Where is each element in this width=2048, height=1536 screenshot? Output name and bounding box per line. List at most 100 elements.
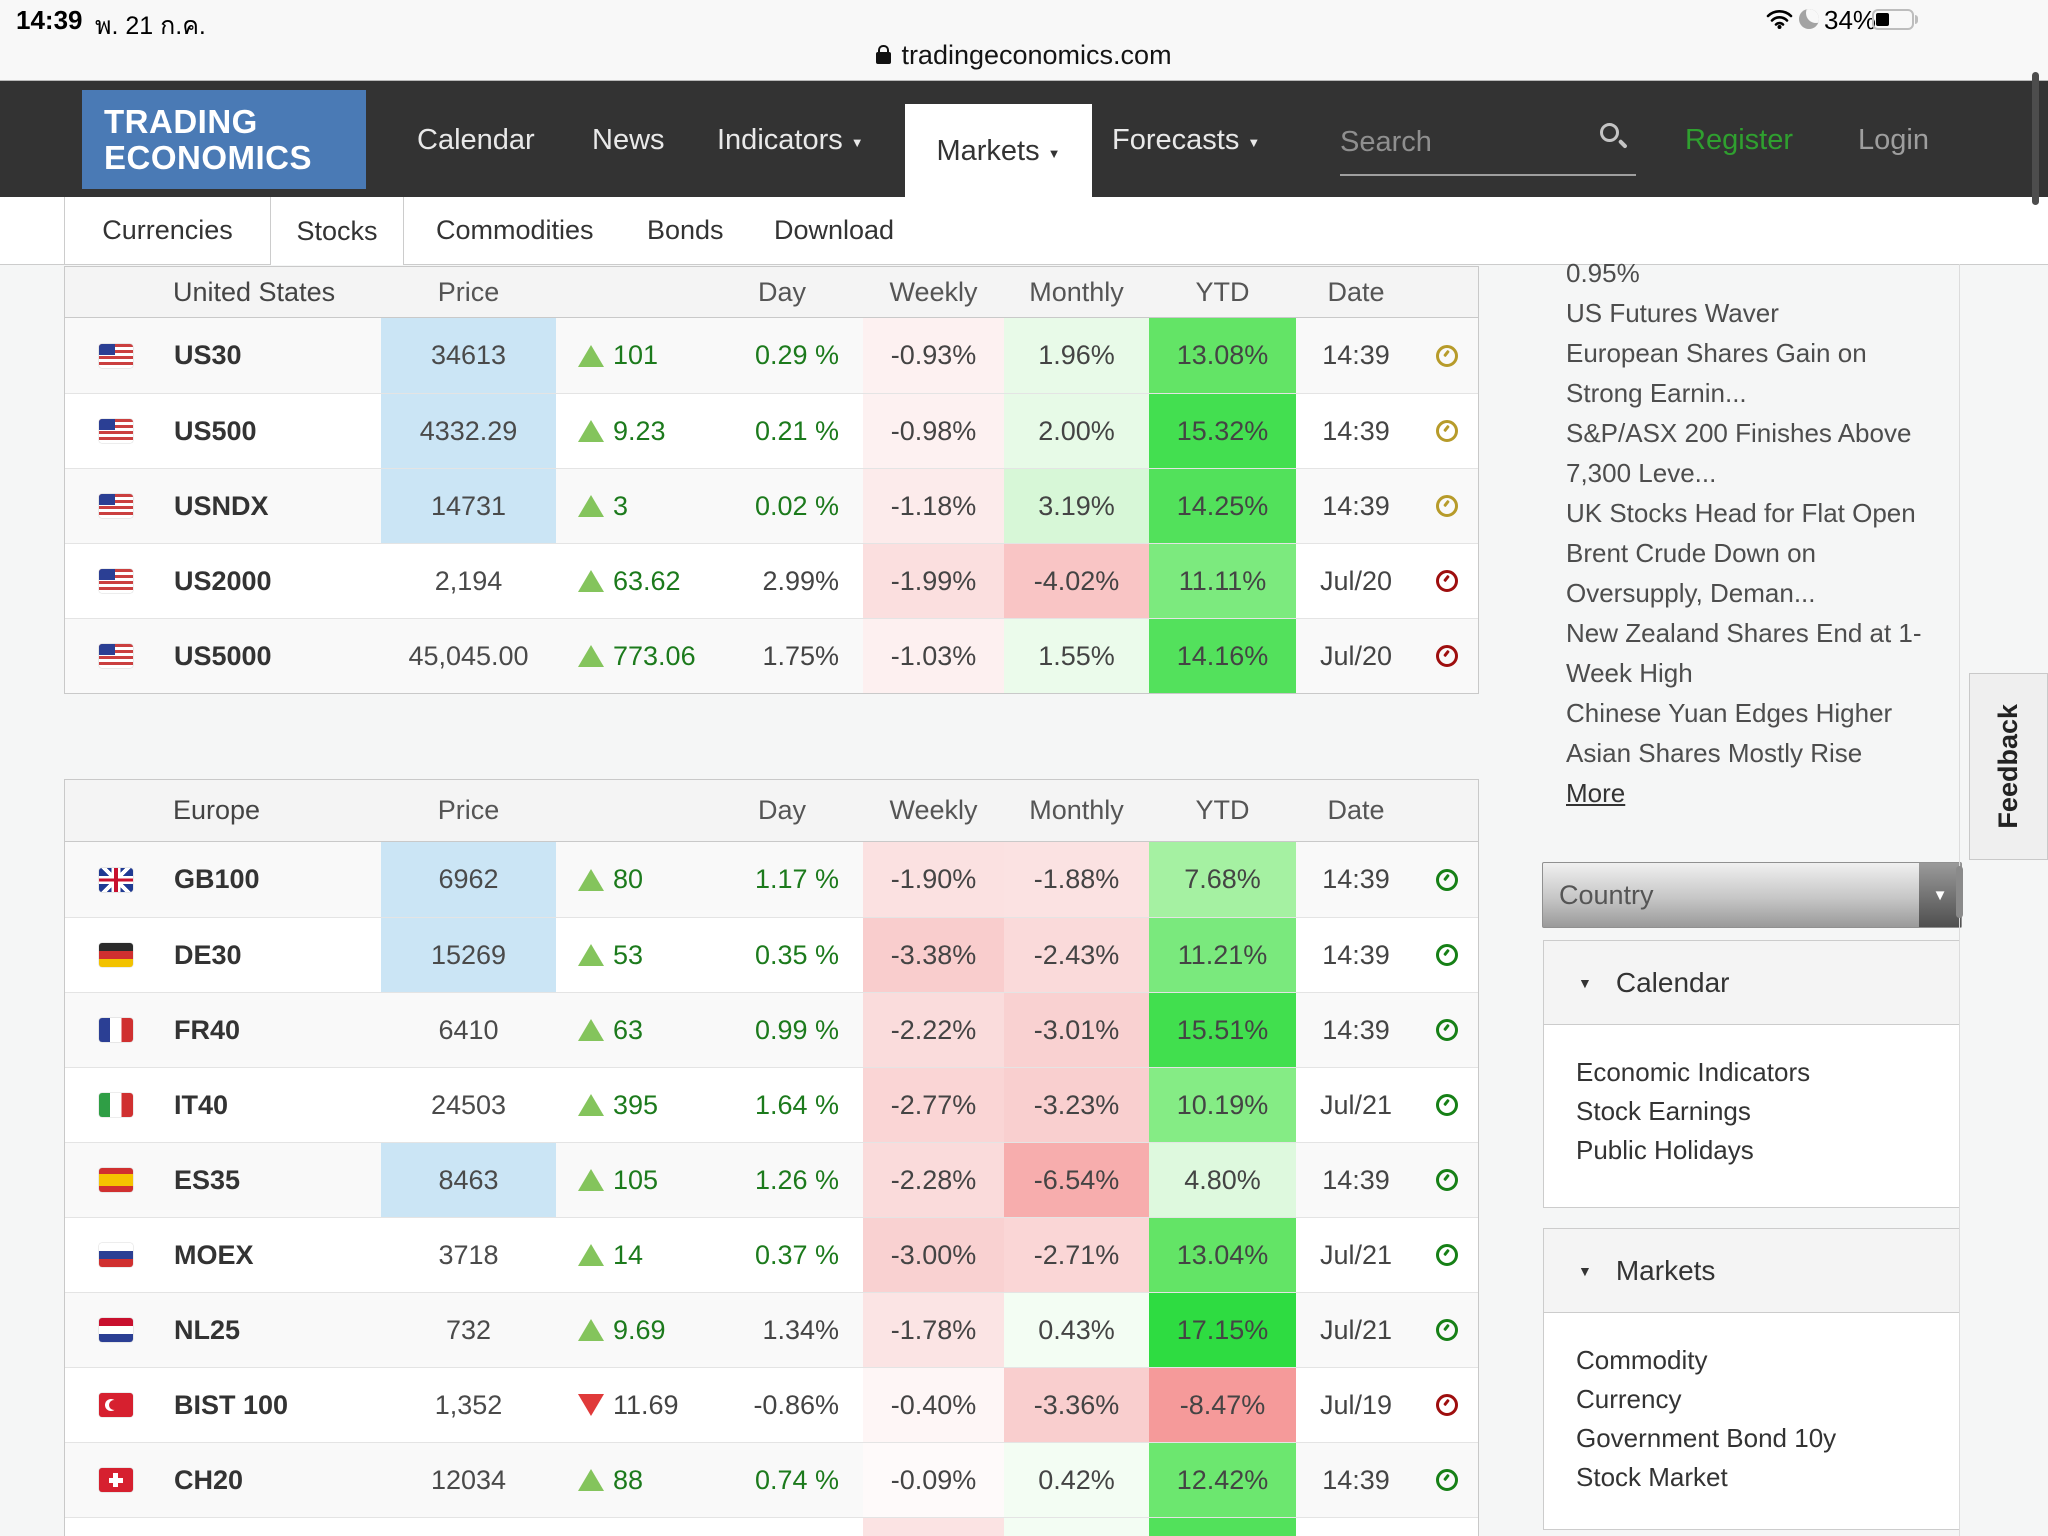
sidebar-link[interactable]: Public Holidays xyxy=(1576,1135,1754,1165)
column-header: Day xyxy=(757,795,806,825)
index-name[interactable]: CH20 xyxy=(174,1464,244,1495)
table-row[interactable]: US500 4332.29 9.23 0.21 % -0.98% 2.00% 15.32% 1… xyxy=(65,393,1478,468)
nav-calendar[interactable]: Calendar xyxy=(417,123,535,156)
index-name[interactable]: US2000 xyxy=(174,565,272,596)
search-input[interactable] xyxy=(1340,118,1590,166)
weekly-cell: -2.28% xyxy=(863,1143,1004,1217)
table-row[interactable]: US2000 2,194 63.62 2.99% -1.99% -4.02% 11.11% J… xyxy=(65,543,1478,618)
table-row[interactable]: USNDX 14731 3 0.02 % -1.18% 3.19% 14.25% 14:39 xyxy=(65,468,1478,543)
index-name[interactable]: US30 xyxy=(174,340,242,370)
login-link[interactable]: Login xyxy=(1858,123,1929,156)
change-cell: 773.06 xyxy=(556,619,701,693)
price-cell xyxy=(381,1518,556,1536)
table-row[interactable]: CH20 12034 88 0.74 % -0.09% 0.42% 12.42% 14:39 xyxy=(65,1442,1478,1517)
monthly-cell: -1.88% xyxy=(1004,842,1149,917)
calendar-panel-header[interactable]: ▼ Calendar xyxy=(1544,941,1959,1025)
clock-icon xyxy=(1436,1469,1458,1491)
day-cell: 0.29 % xyxy=(754,340,839,370)
tab-currencies[interactable]: Currencies xyxy=(64,197,270,264)
table-row[interactable]: NL25 732 9.69 1.34% -1.78% 0.43% 17.15% Jul/21 xyxy=(65,1292,1478,1367)
table-row[interactable]: IT40 24503 395 1.64 % -2.77% -3.23% 10.19% Jul/… xyxy=(65,1067,1478,1142)
news-more-link[interactable]: More xyxy=(1566,778,1626,808)
triangle-up-icon xyxy=(578,495,604,517)
weekly-cell xyxy=(863,1518,1004,1536)
table-row[interactable] xyxy=(65,1517,1478,1536)
news-headline[interactable]: 0.95% xyxy=(1566,253,1958,293)
feedback-tab[interactable]: Feedback xyxy=(1969,673,2048,860)
sidebar-scrollbar-thumb[interactable] xyxy=(1956,866,1963,918)
index-name[interactable]: NL25 xyxy=(174,1314,241,1345)
table-row[interactable]: US5000 45,045.00 773.06 1.75% -1.03% 1.55% 14.… xyxy=(65,618,1478,693)
trading-economics-logo[interactable]: TRADING ECONOMICS xyxy=(82,90,366,189)
table-row[interactable]: BIST 100 1,352 11.69 -0.86% -0.40% -3.36% -8.4… xyxy=(65,1367,1478,1442)
table-row[interactable]: US30 34613 101 0.29 % -0.93% 1.96% 13.08% 14:39 xyxy=(65,318,1478,393)
tab-download[interactable]: Download xyxy=(774,215,895,245)
flag-tr-icon xyxy=(98,1393,133,1417)
news-headline[interactable]: European Shares Gain on Strong Earnin... xyxy=(1566,333,1958,413)
sidebar-link[interactable]: Economic Indicators xyxy=(1576,1057,1811,1087)
table-header-row: United States Price Day Weekly Monthly YTD Dat… xyxy=(65,267,1478,318)
chevron-down-icon: ▼ xyxy=(850,134,864,150)
ytd-cell: 12.42% xyxy=(1149,1443,1296,1517)
index-name[interactable]: MOEX xyxy=(174,1239,254,1270)
date-cell: Jul/19 xyxy=(1319,1389,1393,1420)
table-title: Europe xyxy=(173,795,261,825)
table-row[interactable]: FR40 6410 63 0.99 % -2.22% -3.01% 15.51% 14:39 xyxy=(65,992,1478,1067)
search-icon[interactable] xyxy=(1600,123,1619,142)
index-name[interactable]: DE30 xyxy=(174,939,242,970)
table-row[interactable]: DE30 15269 53 0.35 % -3.38% -2.43% 11.21% 14:39 xyxy=(65,917,1478,992)
sidebar-link[interactable]: Currency xyxy=(1576,1384,1682,1414)
tab-stocks[interactable]: Stocks xyxy=(270,197,404,265)
triangle-up-icon xyxy=(578,645,604,667)
nav-markets-active[interactable]: Markets ▼ xyxy=(905,104,1092,198)
change-value: 14 xyxy=(613,1239,644,1270)
nav-indicators[interactable]: Indicators ▼ xyxy=(717,123,864,156)
index-name[interactable] xyxy=(166,1518,381,1536)
tab-commodities[interactable]: Commodities xyxy=(436,215,594,245)
sidebar-link[interactable]: Stock Earnings xyxy=(1576,1096,1751,1126)
date-cell: 14:39 xyxy=(1322,939,1390,970)
change-cell: 105 xyxy=(556,1143,701,1217)
country-dropdown[interactable]: Country ▼ xyxy=(1542,862,1962,928)
index-name[interactable]: US500 xyxy=(174,415,257,446)
nav-news[interactable]: News xyxy=(592,123,665,156)
news-headline[interactable]: Chinese Yuan Edges Higher xyxy=(1566,693,1958,733)
clock-icon xyxy=(1436,1244,1458,1266)
news-headline[interactable]: UK Stocks Head for Flat Open xyxy=(1566,493,1958,533)
news-headline-line: New Zealand Shares End at 1- xyxy=(1566,618,1922,648)
table-row[interactable]: ES35 8463 105 1.26 % -2.28% -6.54% 4.80% 14:39 xyxy=(65,1142,1478,1217)
monthly-cell: -3.01% xyxy=(1004,993,1149,1067)
price-cell: 6410 xyxy=(438,1014,499,1045)
table-row[interactable]: GB100 6962 80 1.17 % -1.90% -1.88% 7.68% 14:39 xyxy=(65,842,1478,917)
index-name[interactable]: ES35 xyxy=(174,1164,241,1195)
register-link[interactable]: Register xyxy=(1685,123,1793,156)
tab-bonds[interactable]: Bonds xyxy=(647,215,724,245)
change-value: 63.62 xyxy=(613,565,681,596)
sidebar-link[interactable]: Government Bond 10y xyxy=(1576,1423,1837,1453)
index-name[interactable]: USNDX xyxy=(174,490,269,521)
markets-panel-header[interactable]: ▼ Markets xyxy=(1544,1229,1959,1313)
index-name[interactable]: GB100 xyxy=(174,864,260,894)
clock-icon xyxy=(1436,1094,1458,1116)
change-cell: 14 xyxy=(556,1218,701,1292)
news-headline[interactable]: New Zealand Shares End at 1- Week High xyxy=(1566,613,1958,693)
sidebar-link[interactable]: Stock Market xyxy=(1576,1462,1728,1492)
page-scrollbar-thumb[interactable] xyxy=(2032,72,2039,205)
news-headline[interactable]: S&P/ASX 200 Finishes Above 7,300 Leve... xyxy=(1566,413,1958,493)
index-name[interactable]: FR40 xyxy=(174,1014,241,1045)
news-headline[interactable]: Brent Crude Down on Oversupply, Deman... xyxy=(1566,533,1958,613)
monthly-cell: -4.02% xyxy=(1004,544,1149,618)
table-row[interactable]: MOEX 3718 14 0.37 % -3.00% -2.71% 13.04% Jul/21 xyxy=(65,1217,1478,1292)
sidebar-link[interactable]: Commodity xyxy=(1576,1345,1708,1375)
news-headline[interactable]: Asian Shares Mostly Rise xyxy=(1566,733,1958,773)
monthly-cell: 2.00% xyxy=(1004,394,1149,468)
address-field[interactable]: tradingeconomics.com xyxy=(0,34,2048,76)
nav-forecasts[interactable]: Forecasts ▼ xyxy=(1112,123,1261,156)
index-name[interactable]: BIST 100 xyxy=(174,1389,289,1420)
news-headline[interactable]: US Futures Waver xyxy=(1566,293,1958,333)
index-name[interactable]: IT40 xyxy=(174,1089,229,1120)
index-name[interactable]: US5000 xyxy=(174,640,272,671)
price-cell: 15269 xyxy=(381,918,556,992)
ytd-cell: 15.32% xyxy=(1149,394,1296,468)
flag-nl-icon xyxy=(98,1318,133,1342)
